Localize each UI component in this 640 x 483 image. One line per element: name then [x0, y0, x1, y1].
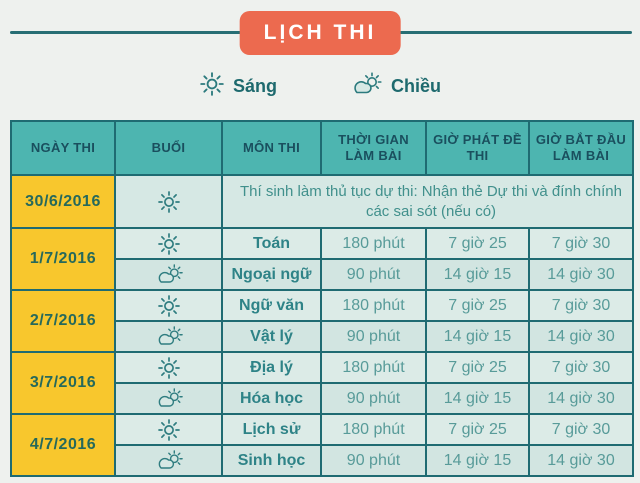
session-cell: [114, 174, 223, 229]
handout-time-cell: 14 giờ 15: [425, 320, 530, 353]
table-row: Ngoại ngữ 90 phút 14 giờ 15 14 giờ 30: [11, 258, 634, 291]
cloud-sun-icon: [154, 328, 184, 345]
handout-time-cell: 14 giờ 15: [425, 444, 530, 477]
legend-item-afternoon: Chiều: [349, 71, 441, 102]
sun-icon: [157, 359, 181, 376]
subject-cell: Hóa học: [221, 382, 322, 415]
table-row: 4/7/2016 Lịch sử 180 phút 7 giờ 25 7 giờ…: [10, 413, 634, 477]
procedures-note-cell: Thí sinh làm thủ tục dự thi: Nhận thẻ Dự…: [221, 174, 634, 229]
start-time-cell: 14 giờ 30: [528, 320, 634, 353]
subject-cell: Ngữ văn: [221, 289, 322, 322]
session-cell: [114, 444, 223, 477]
sun-icon: [157, 235, 181, 252]
subject-cell: Vật lý: [221, 320, 322, 353]
subject-cell: Toán: [221, 227, 322, 260]
session-legend: Sáng Chiều: [0, 68, 640, 104]
session-cell: [114, 320, 223, 353]
duration-cell: 180 phút: [320, 413, 427, 446]
duration-cell: 180 phút: [320, 351, 427, 384]
duration-cell: 90 phút: [320, 258, 427, 291]
exam-date-cell: 30/6/2016: [10, 174, 116, 229]
duration-cell: 180 phút: [320, 289, 427, 322]
exam-date-cell: 3/7/2016: [10, 351, 116, 415]
table-row: 3/7/2016 Địa lý 180 phút 7 giờ 25 7 giờ …: [10, 351, 634, 415]
sun-icon: [157, 421, 181, 438]
exam-schedule-table: NGÀY THI BUỔI MÔN THI THỜI GIAN LÀM BÀI …: [10, 120, 634, 477]
col-header-handout: GIỜ PHÁT ĐỀ THI: [425, 120, 530, 176]
cloud-sun-icon: [154, 452, 184, 469]
table-row: Sinh học 90 phút 14 giờ 15 14 giờ 30: [11, 444, 634, 477]
handout-time-cell: 14 giờ 15: [425, 382, 530, 415]
handout-time-cell: 7 giờ 25: [425, 289, 530, 322]
cloud-sun-icon: [154, 390, 184, 407]
table-row: Hóa học 90 phút 14 giờ 15 14 giờ 30: [11, 382, 634, 415]
exam-date-cell: 1/7/2016: [10, 227, 116, 291]
session-cell: [114, 382, 223, 415]
start-time-cell: 14 giờ 30: [528, 444, 634, 477]
duration-cell: 180 phút: [320, 227, 427, 260]
col-header-start-time: GIỜ BẮT ĐẦU LÀM BÀI: [528, 120, 634, 176]
sun-icon: [199, 71, 225, 102]
subject-cell: Lịch sử: [221, 413, 322, 446]
subject-cell: Sinh học: [221, 444, 322, 477]
table-row: 1/7/2016 Toán 180 phút 7 giờ 25 7 giờ 30: [10, 227, 634, 291]
exam-date-cell: 2/7/2016: [10, 289, 116, 353]
start-time-cell: 14 giờ 30: [528, 382, 634, 415]
handout-time-cell: 14 giờ 15: [425, 258, 530, 291]
table-row: Vật lý 90 phút 14 giờ 15 14 giờ 30: [11, 320, 634, 353]
legend-morning-label: Sáng: [232, 75, 277, 96]
subject-cell: Địa lý: [221, 351, 322, 384]
handout-time-cell: 7 giờ 25: [425, 413, 530, 446]
session-cell: [114, 258, 223, 291]
col-header-duration: THỜI GIAN LÀM BÀI: [320, 120, 427, 176]
col-header-exam-date: NGÀY THI: [10, 120, 116, 176]
handout-time-cell: 7 giờ 25: [425, 227, 530, 260]
page-title: LỊCH THI: [239, 11, 401, 55]
sun-icon: [157, 297, 181, 314]
start-time-cell: 7 giờ 30: [528, 351, 634, 384]
session-cell: [114, 227, 223, 260]
legend-afternoon-label: Chiều: [391, 75, 442, 96]
start-time-cell: 7 giờ 30: [528, 413, 634, 446]
duration-cell: 90 phút: [320, 320, 427, 353]
cloud-sun-icon: [154, 266, 184, 283]
header-row: NGÀY THI BUỔI MÔN THI THỜI GIAN LÀM BÀI …: [10, 120, 634, 176]
sun-icon: [157, 193, 181, 210]
handout-time-cell: 7 giờ 25: [425, 351, 530, 384]
session-cell: [114, 289, 223, 322]
start-time-cell: 14 giờ 30: [528, 258, 634, 291]
exam-date-cell: 4/7/2016: [10, 413, 116, 477]
legend-item-morning: Sáng: [199, 71, 277, 102]
cloud-sun-icon: [349, 71, 383, 102]
session-cell: [114, 351, 223, 384]
duration-cell: 90 phút: [320, 382, 427, 415]
start-time-cell: 7 giờ 30: [528, 289, 634, 322]
start-time-cell: 7 giờ 30: [528, 227, 634, 260]
session-cell: [114, 413, 223, 446]
col-header-subject: MÔN THI: [221, 120, 322, 176]
table-row: 2/7/2016 Ngữ văn 180 phút 7 giờ 25 7 giờ…: [10, 289, 634, 353]
duration-cell: 90 phút: [320, 444, 427, 477]
col-header-session: BUỔI: [114, 120, 223, 176]
subject-cell: Ngoại ngữ: [221, 258, 322, 291]
table-row: 30/6/2016 Thí sinh làm thủ tục dự thi: N…: [10, 174, 634, 229]
